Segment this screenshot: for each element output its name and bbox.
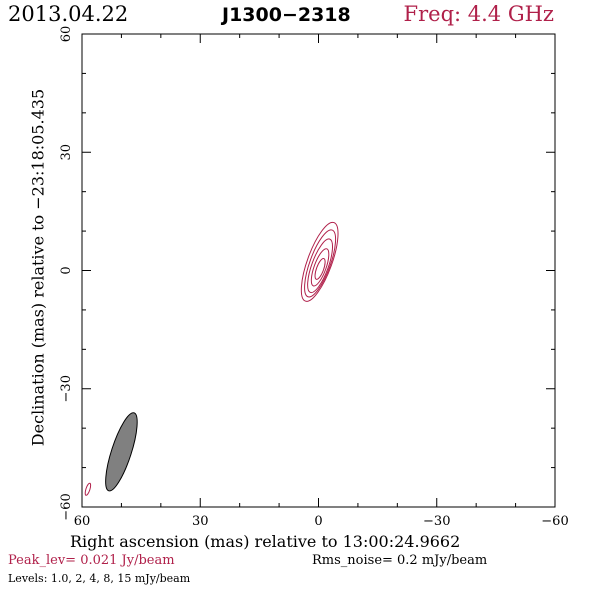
y-tick-label: −30: [59, 375, 74, 402]
x-tick-label: −60: [541, 514, 568, 529]
contour-level-1: [300, 221, 339, 302]
source-name: J1300−2318: [222, 4, 351, 26]
x-axis-label: Right ascension (mas) relative to 13:00:…: [70, 532, 461, 551]
contour-level-2: [304, 229, 337, 298]
contour-level-5: [314, 257, 326, 280]
beam-ellipse: [105, 412, 138, 492]
y-axis-label: Declination (mas) relative to −23:18:05.…: [28, 88, 48, 447]
x-tick-label: 60: [74, 514, 91, 529]
y-tick-label: 0: [59, 266, 74, 274]
x-tick-label: 0: [314, 514, 322, 529]
peak-level: Peak_lev= 0.021 Jy/beam: [8, 553, 175, 568]
y-tick-label: 60: [59, 26, 74, 43]
corner-contour: [84, 482, 92, 496]
contour-level-3: [307, 238, 334, 294]
y-tick-label: 30: [59, 144, 74, 161]
observation-date: 2013.04.22: [8, 2, 129, 26]
rms-noise: Rms_noise= 0.2 mJy/beam: [312, 553, 488, 568]
contour-levels: Levels: 1.0, 2, 4, 8, 15 mJy/beam: [8, 572, 191, 585]
frequency-label: Freq: 4.4 GHz: [403, 2, 554, 26]
x-tick-label: −30: [423, 514, 450, 529]
x-tick-label: 30: [192, 514, 209, 529]
y-tick-label: −60: [59, 493, 74, 520]
contour-level-4: [310, 248, 330, 287]
plot-frame: [81, 33, 556, 508]
